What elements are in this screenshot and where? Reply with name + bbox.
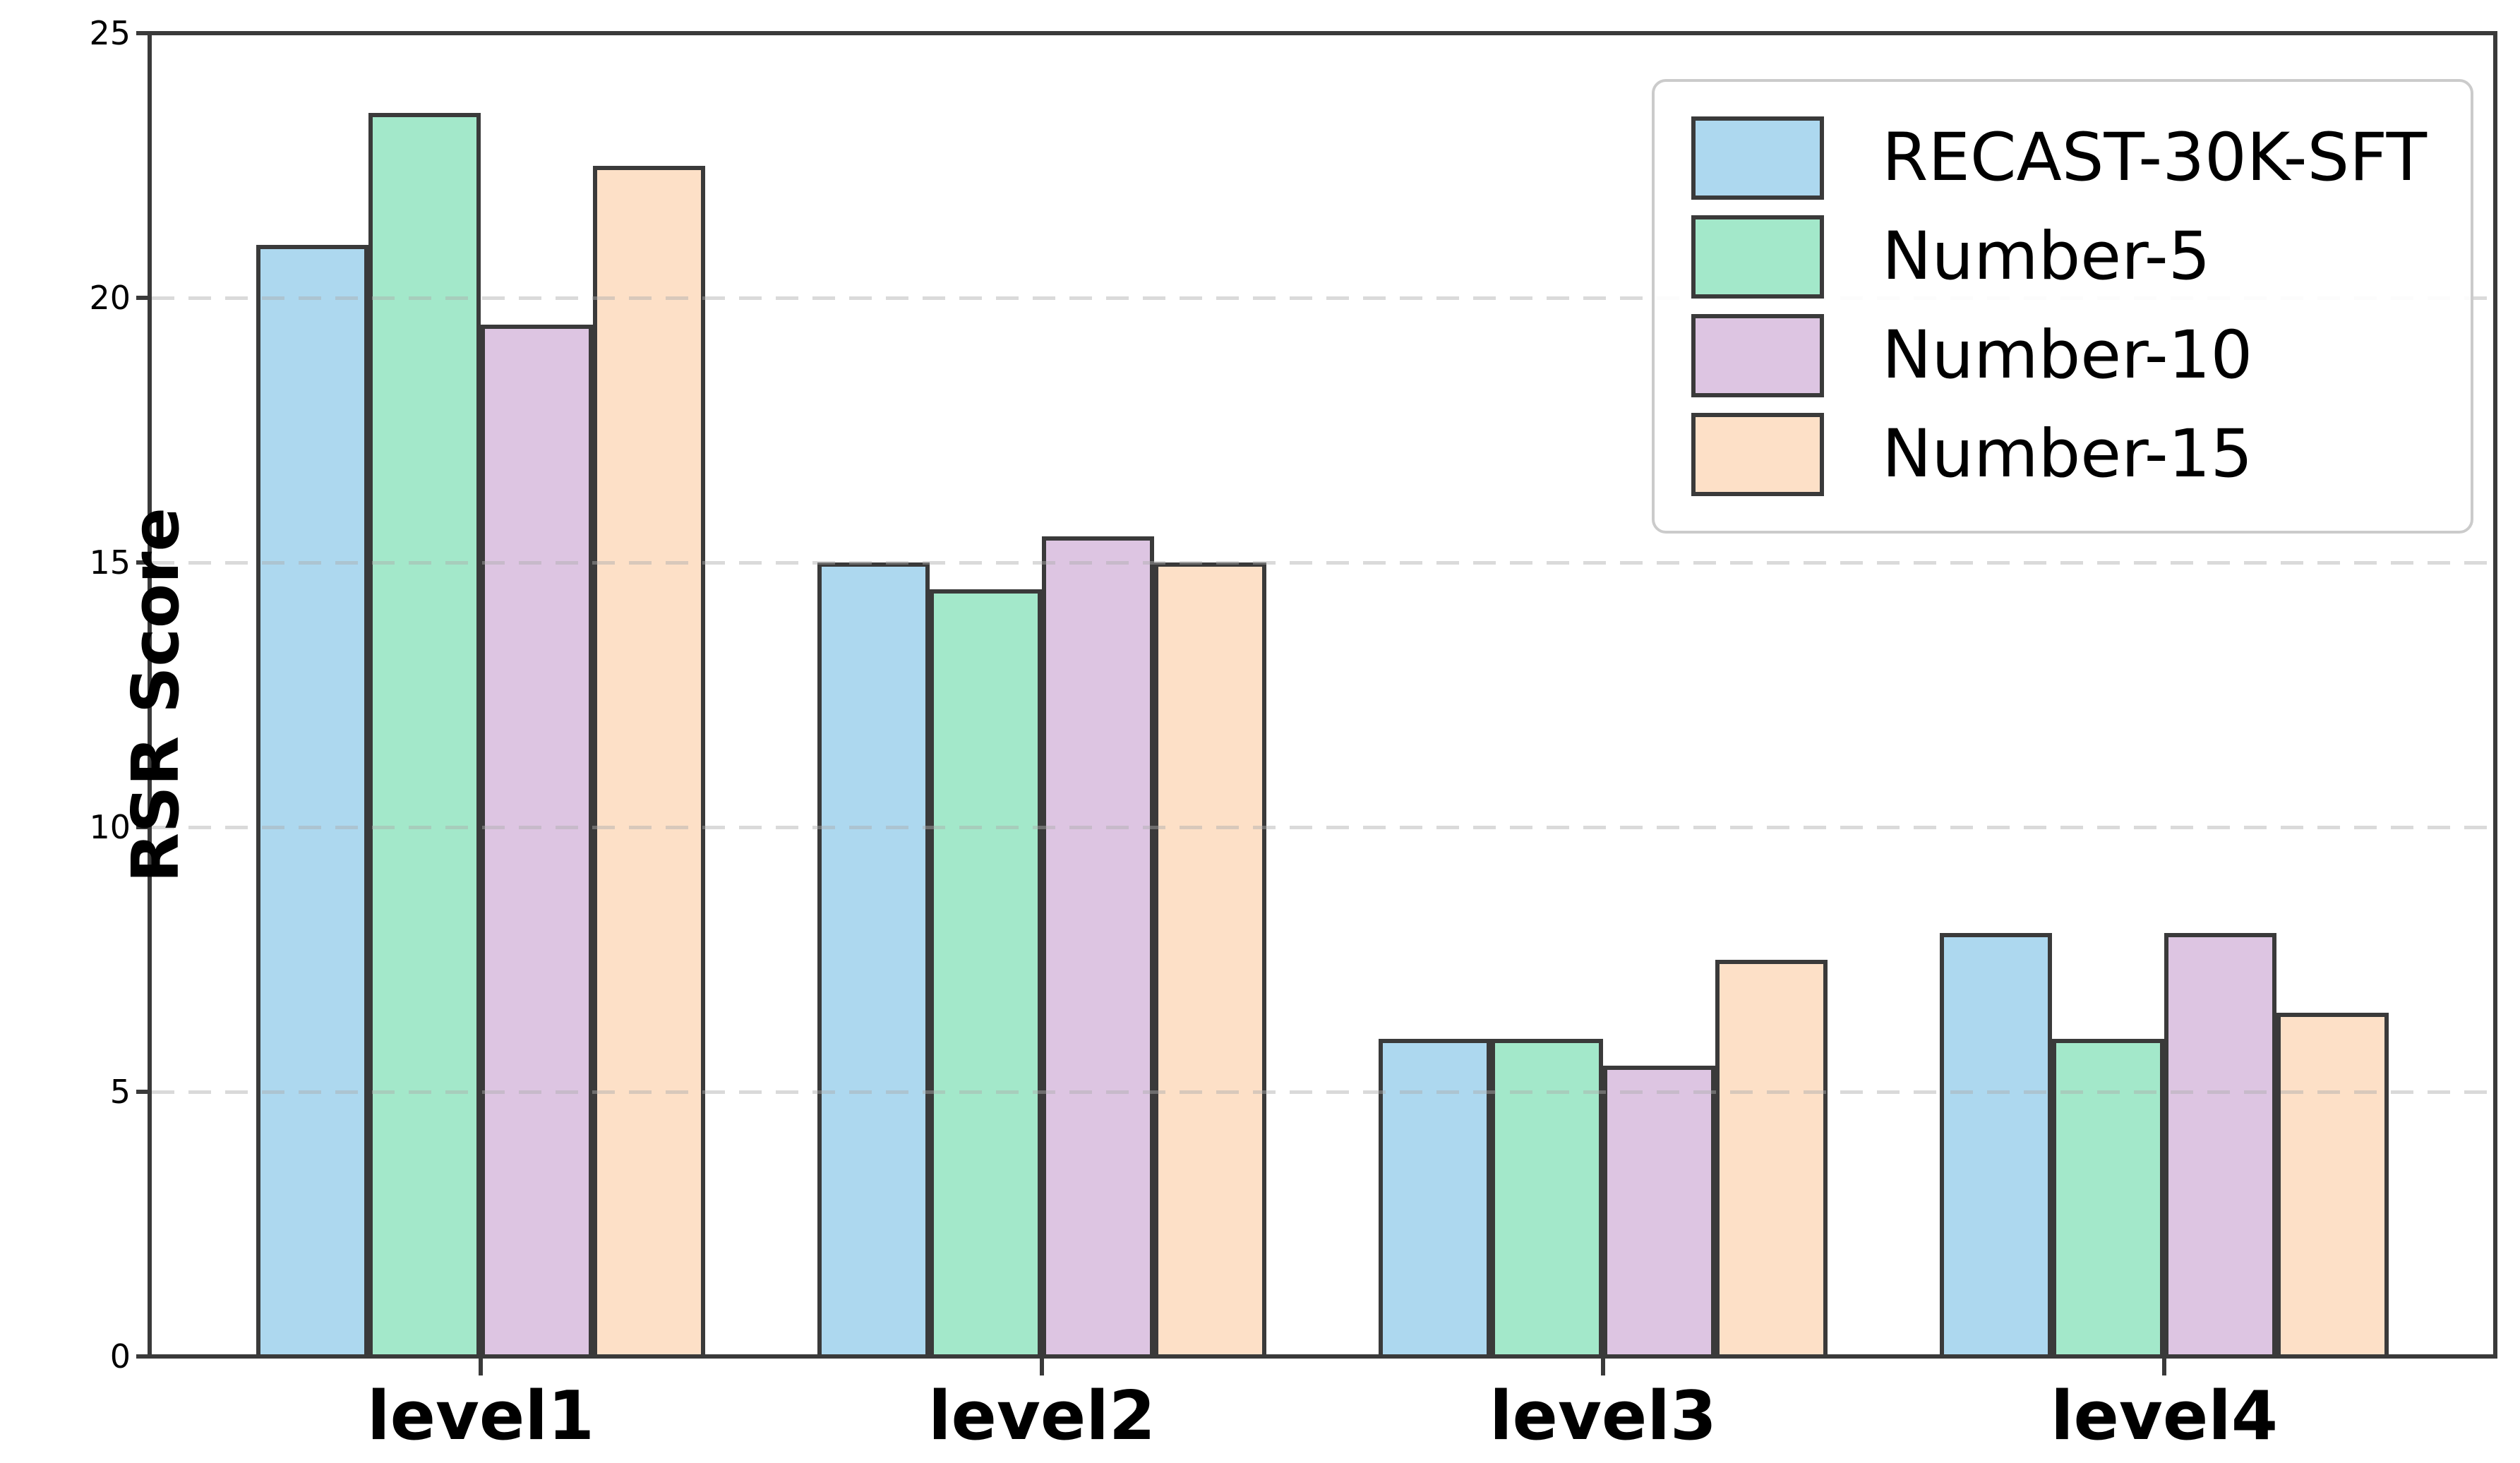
gridline-y-15: [152, 561, 2493, 565]
bar-level2-number-15: [1154, 562, 1266, 1359]
y-tick-label: 5: [109, 1073, 131, 1111]
y-tick-label: 15: [89, 543, 131, 582]
gridline-y-20: [152, 296, 2493, 300]
legend-swatch-number-15: [1691, 413, 1825, 496]
y-tick-label: 20: [89, 279, 131, 317]
bar-level4-number-10: [2164, 933, 2276, 1359]
legend-item: Number-5: [1691, 215, 2427, 299]
legend-label: RECAST-30K-SFT: [1882, 119, 2427, 196]
legend-label: Number-15: [1882, 416, 2253, 493]
legend-label: Number-5: [1882, 218, 2211, 295]
x-tick-label-level2: level2: [928, 1378, 1156, 1455]
bar-level1-number-10: [481, 324, 594, 1359]
bar-level2-recast-30k-sft: [817, 562, 930, 1359]
legend-swatch-number-10: [1691, 314, 1825, 397]
y-axis-label: RSR Score: [117, 507, 193, 883]
legend: RECAST-30K-SFT Number-5 Number-10 Number…: [1652, 79, 2473, 534]
bar-level3-number-15: [1715, 959, 1828, 1359]
y-tick-mark: [136, 1354, 148, 1359]
legend-item: RECAST-30K-SFT: [1691, 116, 2427, 200]
bar-level4-number-15: [2276, 1012, 2389, 1359]
x-tick-label-level4: level4: [2050, 1378, 2278, 1455]
bar-level4-number-5: [2051, 1039, 2164, 1359]
x-tick-label-level1: level1: [367, 1378, 595, 1455]
y-tick-mark: [136, 1090, 148, 1094]
gridline-y-5: [152, 1090, 2493, 1094]
legend-item: Number-15: [1691, 412, 2427, 497]
x-tick-mark: [1600, 1359, 1605, 1375]
y-tick-mark: [136, 560, 148, 565]
x-tick-mark: [2161, 1359, 2166, 1375]
bar-level2-number-10: [1042, 536, 1154, 1359]
legend-label: Number-10: [1882, 317, 2253, 394]
gridline-y-10: [152, 826, 2493, 829]
bar-level1-recast-30k-sft: [256, 245, 369, 1359]
bar-level3-number-10: [1602, 1065, 1715, 1359]
bar-level3-number-5: [1490, 1039, 1603, 1359]
y-tick-mark: [136, 296, 148, 300]
legend-item: Number-10: [1691, 313, 2427, 398]
x-tick-label-level3: level3: [1489, 1378, 1717, 1455]
y-tick-mark: [136, 31, 148, 35]
bar-level4-recast-30k-sft: [1939, 933, 2052, 1359]
bar-level2-number-5: [930, 589, 1042, 1359]
legend-swatch-recast-30k-sft: [1691, 116, 1825, 200]
legend-swatch-number-5: [1691, 215, 1825, 299]
x-tick-mark: [1040, 1359, 1044, 1375]
y-tick-label: 0: [109, 1337, 131, 1375]
y-tick-mark: [136, 825, 148, 829]
x-tick-mark: [479, 1359, 484, 1375]
bar-level1-number-15: [593, 165, 705, 1359]
y-tick-label: 25: [89, 14, 131, 52]
y-tick-label: 10: [89, 808, 131, 846]
bar-level1-number-5: [368, 112, 481, 1359]
bar-level3-recast-30k-sft: [1378, 1039, 1491, 1359]
